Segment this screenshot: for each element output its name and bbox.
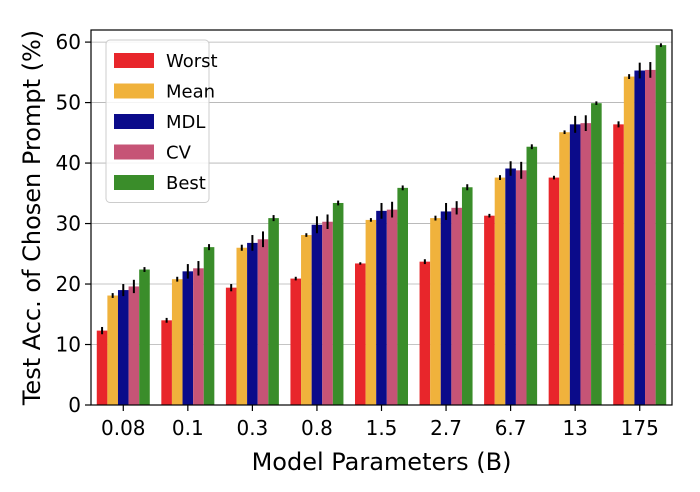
bar-cv-13 [580, 123, 592, 405]
legend-swatch-best [114, 175, 154, 190]
bar-mean-0.1 [171, 279, 183, 405]
bar-best-2.7 [461, 187, 473, 405]
bar-mdl-1.5 [376, 210, 387, 405]
x-tick-label: 0.1 [172, 416, 204, 440]
bar-best-0.1 [203, 247, 215, 405]
y-tick-label: 0 [68, 393, 81, 417]
bar-worst-6.7 [484, 215, 495, 405]
bar-worst-13 [548, 177, 560, 405]
bar-mdl-0.08 [117, 290, 129, 405]
x-tick-label: 0.3 [236, 416, 268, 440]
x-tick-label: 175 [621, 416, 659, 440]
bar-best-175 [655, 45, 667, 405]
x-axis-title: Model Parameters (B) [252, 448, 512, 476]
bar-worst-2.7 [419, 261, 431, 405]
bar-worst-0.1 [161, 320, 172, 405]
bar-worst-0.08 [96, 330, 108, 405]
bar-best-13 [591, 103, 602, 405]
x-tick-label: 2.7 [430, 416, 462, 440]
bars [96, 45, 667, 406]
x-tick-label: 0.08 [101, 416, 146, 440]
bar-mdl-13 [569, 124, 581, 406]
y-tick-label: 50 [56, 91, 81, 115]
bar-mdl-0.8 [311, 224, 323, 405]
y-tick-label: 30 [56, 212, 81, 236]
bar-best-1.5 [397, 187, 408, 405]
bar-mean-0.3 [236, 247, 248, 405]
bar-mdl-0.3 [247, 242, 258, 405]
bar-mean-1.5 [365, 219, 377, 405]
y-tick-label: 60 [56, 30, 81, 54]
bar-cv-0.3 [257, 239, 269, 405]
bar-mdl-175 [634, 70, 646, 405]
legend-label-cv: CV [166, 143, 192, 164]
legend: Worst Mean MDL CV Best [105, 39, 218, 203]
bar-mdl-2.7 [440, 211, 452, 405]
bar-mdl-0.1 [182, 271, 194, 405]
bar-worst-0.3 [225, 287, 237, 405]
bar-cv-1.5 [386, 209, 398, 405]
legend-swatch-worst [114, 53, 154, 68]
x-tick-label: 6.7 [495, 416, 527, 440]
bar-mean-0.08 [107, 295, 118, 405]
bar-mdl-6.7 [505, 168, 516, 405]
x-tick-label: 13 [562, 416, 587, 440]
error-bars [101, 43, 662, 335]
legend-swatch-cv [114, 144, 154, 160]
legend-box [105, 39, 210, 203]
bar-mean-6.7 [494, 177, 506, 405]
bar-mean-0.8 [301, 235, 312, 405]
bar-cv-2.7 [451, 207, 462, 405]
bar-cv-0.08 [128, 286, 140, 405]
bar-cv-175 [645, 69, 656, 405]
bar-cv-6.7 [515, 170, 527, 405]
bar-best-6.7 [526, 146, 538, 405]
y-axis: 0 10 20 30 40 50 60 [56, 30, 91, 417]
bar-cv-0.8 [322, 221, 333, 405]
bar-worst-1.5 [355, 263, 366, 405]
y-tick-label: 20 [56, 272, 81, 296]
bar-best-0.08 [139, 269, 150, 405]
bar-best-0.8 [332, 202, 344, 405]
x-tick-label: 1.5 [366, 416, 398, 440]
bar-worst-175 [613, 124, 624, 406]
bar-best-0.3 [268, 218, 279, 405]
bar-mean-13 [559, 132, 570, 405]
legend-label-best: Best [166, 173, 206, 194]
bar-cv-0.1 [193, 268, 204, 405]
legend-label-worst: Worst [166, 51, 218, 72]
legend-label-mean: Mean [166, 82, 215, 103]
bar-mean-175 [623, 76, 635, 406]
legend-swatch-mdl [114, 114, 154, 129]
y-tick-label: 40 [56, 151, 81, 175]
x-tick-label: 0.8 [301, 416, 333, 440]
legend-label-mdl: MDL [166, 112, 205, 133]
y-tick-label: 10 [56, 333, 81, 357]
y-axis-title: Test Acc. of Chosen Prompt (%) [18, 30, 46, 406]
legend-swatch-mean [114, 83, 154, 99]
x-axis: 0.08 0.1 0.3 0.8 1.5 2.7 6.7 13 175 [101, 405, 659, 440]
bar-worst-0.8 [290, 278, 302, 405]
bar-mean-2.7 [430, 218, 441, 405]
